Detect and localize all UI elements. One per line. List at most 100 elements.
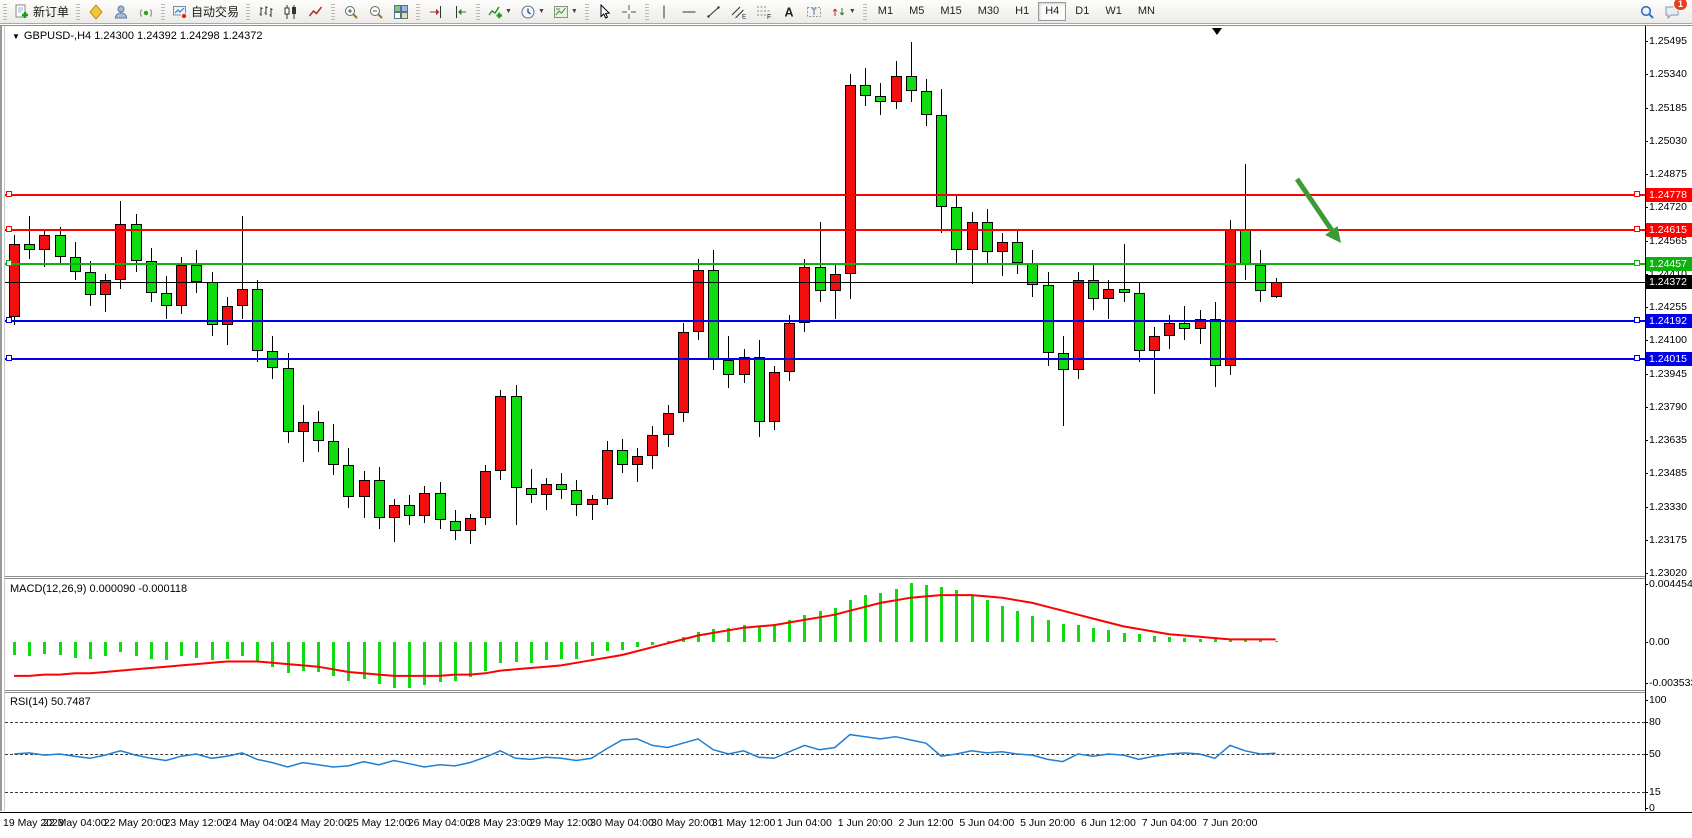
macd-bar — [1016, 610, 1020, 642]
line-handle[interactable] — [1634, 226, 1640, 233]
line-handle[interactable] — [6, 260, 12, 267]
crosshair-icon — [621, 4, 637, 20]
indicators-button[interactable]: ▼ — [483, 1, 516, 22]
autoscroll-icon — [453, 4, 469, 20]
arrows-button[interactable]: ▼ — [827, 1, 860, 22]
timeframe-m15[interactable]: M15 — [940, 5, 962, 17]
signals-button[interactable] — [133, 1, 158, 22]
candle-down — [1118, 288, 1130, 294]
line-handle[interactable] — [1634, 355, 1640, 361]
new-order-button[interactable]: 新订单 — [10, 1, 73, 22]
trendline-icon — [706, 4, 722, 20]
channel-icon: E — [731, 4, 747, 20]
line-handle[interactable] — [6, 355, 12, 361]
chat-button[interactable]: 1 — [1659, 0, 1688, 22]
text-button[interactable]: A — [777, 1, 802, 22]
candle-up — [784, 323, 796, 373]
search-button[interactable] — [1634, 1, 1659, 22]
macd-bar — [605, 642, 609, 652]
equidistant-channel-button[interactable]: E — [727, 1, 752, 22]
arrow-annotation[interactable] — [0, 26, 1645, 576]
periods-button[interactable]: ▼ — [516, 1, 549, 22]
chart-title: ▼ GBPUSD-,H4 1.24300 1.24392 1.24298 1.24… — [12, 30, 262, 42]
time-label: 22 May 20:00 — [103, 817, 168, 829]
chart-shift-button[interactable] — [423, 1, 448, 22]
autotrade-button[interactable]: 自动交易 — [168, 1, 243, 22]
chart-window[interactable]: ▼ GBPUSD-,H4 1.24300 1.24392 1.24298 1.24… — [0, 25, 1692, 838]
horizontal-line-1.24457[interactable] — [0, 262, 1645, 265]
timeframe-w1[interactable]: W1 — [1105, 5, 1122, 17]
candle-wick — [1002, 233, 1003, 276]
candle-down — [1255, 265, 1267, 291]
line-handle[interactable] — [1634, 317, 1640, 323]
timeframe-h4[interactable]: H4 — [1038, 2, 1067, 21]
bar-chart-button[interactable] — [253, 1, 278, 22]
line-handle[interactable] — [6, 226, 12, 233]
timeframe-m1[interactable]: M1 — [877, 5, 894, 17]
horizontal-line-1.24192[interactable] — [0, 319, 1645, 322]
zoom-in-button[interactable] — [338, 1, 363, 22]
tile-windows-button[interactable] — [388, 1, 413, 22]
cursor-button[interactable] — [592, 1, 617, 22]
collapse-triangle-icon[interactable]: ▼ — [12, 32, 20, 41]
candle-up — [799, 267, 811, 324]
macd-bar — [1001, 605, 1004, 642]
macd-bar — [317, 642, 320, 672]
candle-down — [328, 441, 340, 465]
metaeditor-button[interactable] — [83, 1, 108, 22]
timeframe-m5[interactable]: M5 — [909, 5, 925, 17]
candle-up — [677, 331, 689, 414]
timeframe-d1[interactable]: D1 — [1075, 5, 1090, 17]
line-handle[interactable] — [1634, 191, 1640, 198]
candle-wick — [591, 494, 593, 521]
line-handle[interactable] — [6, 317, 12, 323]
horizontal-line-1.24778[interactable] — [0, 193, 1645, 196]
macd-panel[interactable]: MACD(12,26,9) 0.000090 -0.000118 — [0, 579, 1645, 690]
line-handle[interactable] — [6, 191, 12, 198]
rsi-level-80 — [0, 721, 1645, 723]
timeframe-h1[interactable]: H1 — [1015, 5, 1030, 17]
rsi-panel[interactable]: RSI(14) 50.7487 — [0, 693, 1645, 812]
candlestick-chart-button[interactable] — [278, 1, 303, 22]
horizontal-line-1.24615[interactable] — [0, 228, 1645, 231]
vertical-line-button[interactable] — [652, 1, 677, 22]
fibonacci-button[interactable]: F — [752, 1, 777, 22]
autotrade-icon — [172, 4, 188, 20]
trendline-button[interactable] — [702, 1, 727, 22]
price-tick: 1.24255 — [1645, 301, 1687, 313]
auto-scroll-button[interactable] — [448, 1, 473, 22]
toolbar: 新订单 自动交易 ▼ ▼ ▼ E F A T ▼ M1 M5 M15 M30 H1 H4 D1 W1 MN 1 — [0, 0, 1692, 24]
candle-up — [221, 305, 233, 326]
horizontal-line-button[interactable] — [677, 1, 702, 22]
macd-bar — [423, 642, 427, 685]
price-panel[interactable]: ▼ GBPUSD-,H4 1.24300 1.24392 1.24298 1.24… — [0, 26, 1645, 576]
zoom-out-button[interactable] — [363, 1, 388, 22]
toolbar-grip — [3, 3, 7, 20]
candle-up — [237, 288, 248, 306]
line-handle[interactable] — [1634, 260, 1640, 267]
chevron-down-icon: ▼ — [570, 8, 578, 15]
candle-wick — [1245, 164, 1247, 281]
crosshair-button[interactable] — [617, 1, 642, 22]
text-label-button[interactable]: T — [802, 1, 827, 22]
macd-bar — [575, 642, 579, 659]
chart-shift-marker[interactable] — [1212, 28, 1222, 35]
templates-button[interactable]: ▼ — [549, 1, 582, 22]
price-line-label: 1.24615 — [1646, 222, 1692, 237]
rsi-axis-tick: 15 — [1645, 785, 1661, 798]
candle-down — [373, 479, 385, 519]
macd-bar — [119, 642, 123, 653]
profile-button[interactable] — [108, 1, 133, 22]
macd-bar — [1198, 638, 1202, 642]
price-tick: 1.25185 — [1645, 101, 1687, 114]
timeframe-m30[interactable]: M30 — [977, 5, 1000, 17]
time-axis[interactable]: 19 May 2023 22 May 04:00 22 May 20:00 23 Ma… — [0, 812, 1692, 838]
candle-up — [632, 456, 644, 465]
timeframe-mn[interactable]: MN — [1137, 5, 1155, 17]
line-chart-button[interactable] — [303, 1, 328, 22]
horizontal-line-1.24015[interactable] — [0, 357, 1645, 360]
price-line-label: 1.24457 — [1646, 256, 1692, 271]
macd-bar — [256, 642, 260, 662]
price-axis[interactable]: 1.24778 1.24615 1.24457 1.24192 1.24015 1.243… — [1644, 26, 1692, 814]
time-label: 1 Jun 20:00 — [837, 817, 893, 829]
